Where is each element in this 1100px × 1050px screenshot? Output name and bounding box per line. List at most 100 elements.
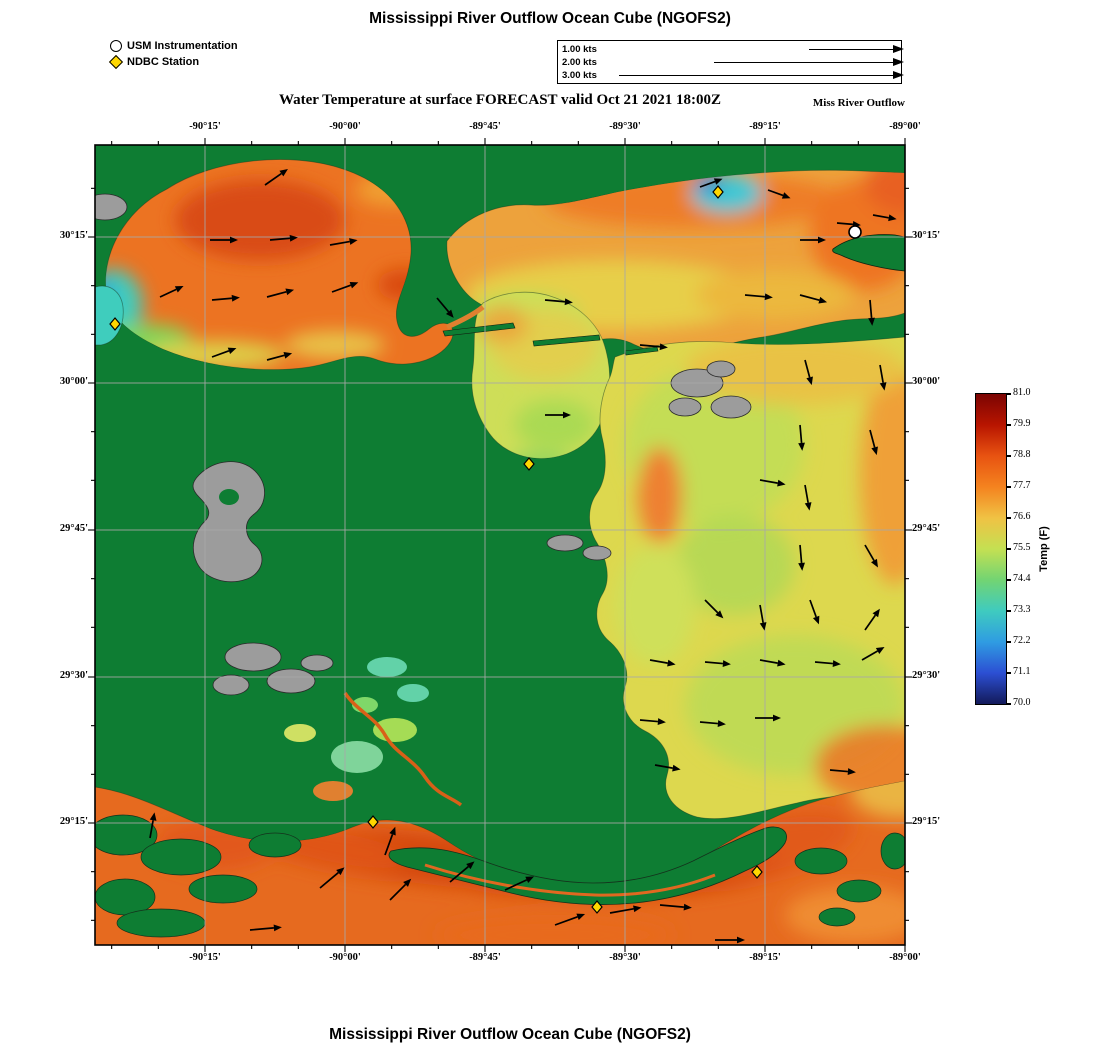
current-vector [449,861,475,883]
lon-axis-label: -89°15' [749,952,781,963]
ndbc-station-marker [523,457,535,471]
colorbar-tick-label: 78.8 [1013,449,1031,460]
current-vector [861,647,885,661]
colorbar-tick [1006,486,1011,488]
current-vector [799,294,828,304]
current-vector [269,234,298,242]
ndbc-station-marker [367,815,379,829]
current-vector [331,281,359,293]
marker-legend: USM Instrumentation NDBC Station [108,38,238,70]
legend-row-usm: USM Instrumentation [110,38,238,54]
current-vector [868,299,875,326]
ndbc-legend-label: NDBC Station [127,56,200,68]
forecast-map [88,138,912,952]
current-vector [210,236,238,244]
current-vector [544,298,573,306]
scale-row: 2.00 kts [562,56,904,69]
rigolets-channel [446,305,485,330]
current-vector [389,878,412,901]
region-label: Miss River Outflow [812,97,905,109]
current-vector [159,286,184,298]
colorbar-tick-label: 72.2 [1013,635,1031,646]
current-vector [879,364,887,391]
lat-axis-label: 29°45' [59,523,88,534]
lon-axis-label: -90°00' [329,952,361,963]
station-markers-layer [109,185,862,914]
current-vector [609,905,642,914]
vector-scale-legend: 1.00 kts 2.00 kts 3.00 kts [557,40,904,84]
ndbc-station-marker [591,900,603,914]
current-vector [699,178,723,188]
lon-axis-label: -89°30' [609,121,641,132]
current-vector [869,429,878,456]
current-vector [798,424,805,451]
current-vector [264,168,288,186]
lat-axis-label: 30°00' [912,376,941,387]
current-vector [872,214,897,222]
lat-axis-label: 29°15' [59,816,88,827]
delta-river-channel [424,863,716,897]
colorbar-tick [1006,579,1011,581]
current-vector [554,913,586,926]
page-title: Mississippi River Outflow Ocean Cube (NG… [369,10,731,27]
colorbar-tick [1006,610,1011,612]
colorbar-tick [1006,672,1011,674]
current-vector [649,659,676,667]
river-channel [343,691,463,807]
current-vector [319,867,345,889]
colorbar-tick [1006,517,1011,519]
ndbc-station-marker [109,317,121,331]
colorbar-tick-label: 71.1 [1013,666,1031,677]
lon-axis-label: -89°45' [469,121,501,132]
current-vector [814,660,841,667]
lon-axis-label: -90°15' [189,121,221,132]
colorbar-tick-label: 70.0 [1013,697,1031,708]
colorbar-tick [1006,424,1011,426]
current-vector [704,599,724,619]
current-vector [804,359,813,386]
lat-axis-label: 29°30' [59,670,88,681]
colorbar-gradient [975,393,1007,705]
current-vectors-layer [149,168,897,944]
lat-axis-label: 29°15' [912,816,941,827]
lat-axis-label: 30°15' [59,230,88,241]
legend-row-ndbc: NDBC Station [108,54,238,70]
current-vector [659,903,692,911]
forecast-subtitle: Water Temperature at surface FORECAST va… [278,92,722,108]
current-vector [639,343,668,351]
graticule-grid [95,145,905,945]
ndbc-station-marker [751,865,763,879]
lat-axis-label: 30°00' [59,376,88,387]
current-vector [329,238,358,246]
colorbar-tick-label: 74.4 [1013,573,1031,584]
bottom-title: Mississippi River Outflow Ocean Cube (NG… [329,1026,691,1043]
scale-arrow [619,71,904,79]
colorbar-tick-label: 77.7 [1013,480,1031,491]
current-vector [211,294,240,302]
current-vector [654,764,681,772]
current-vector [384,826,396,856]
scale-row: 1.00 kts [562,43,904,56]
gray-lake-island [219,489,239,505]
colorbar-tick [1006,703,1011,705]
current-vector [504,876,535,891]
lon-axis-label: -90°15' [189,952,221,963]
colorbar-tick-label: 79.9 [1013,418,1031,429]
current-vector [211,347,237,358]
colorbar-tick-label: 75.5 [1013,542,1031,553]
current-vector [639,718,666,725]
colorbar-tick [1006,455,1011,457]
scale-arrow [714,58,904,66]
scale-row-label: 3.00 kts [562,70,597,81]
map-border [94,144,906,946]
current-vector [759,479,786,487]
colorbar-tick-label: 73.3 [1013,604,1031,615]
scale-row: 3.00 kts [562,69,904,82]
lon-axis-label: -89°30' [609,952,641,963]
scale-arrow [809,45,904,53]
colorbar-tick [1006,641,1011,643]
colorbar-tick [1006,393,1011,395]
colorbar-tick-label: 81.0 [1013,387,1031,398]
current-vector [798,544,805,571]
